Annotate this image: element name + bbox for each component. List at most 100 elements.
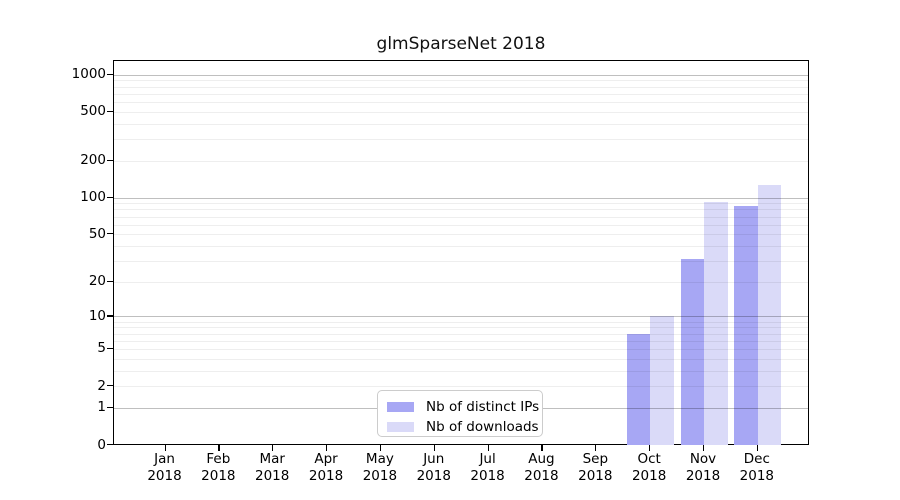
y-gridline-minor: [114, 224, 808, 226]
y-gridline-minor: [114, 370, 808, 372]
x-tick-mark: [326, 445, 328, 451]
y-tick-label: 0: [97, 436, 106, 453]
x-tick-mark: [595, 445, 597, 451]
y-gridline-minor: [114, 203, 808, 205]
bar-downloads: [757, 184, 782, 445]
y-tick-label: 2: [97, 377, 106, 394]
y-gridline-minor: [114, 281, 808, 283]
y-gridline-major: [114, 74, 808, 76]
x-tick-label-line: 2018: [308, 467, 344, 484]
y-tick-label: 1000: [71, 66, 106, 83]
x-tick-label-line: Dec: [743, 451, 770, 467]
x-tick-label-line: Jul: [479, 451, 496, 467]
x-tick-mark: [379, 445, 382, 451]
y-tick-label: 10: [88, 307, 106, 324]
x-tick-label-line: 2018: [255, 467, 290, 484]
x-tick-label: Jan 2018: [147, 451, 181, 484]
y-gridline-minor: [114, 348, 808, 350]
legend-label-downloads: Nb of downloads: [426, 419, 539, 435]
y-tick-label: 20: [88, 273, 106, 290]
y-tick-mark: [107, 315, 113, 317]
y-gridline-major: [114, 197, 808, 199]
x-tick-label-line: 2018: [524, 467, 559, 484]
y-gridline-minor: [114, 321, 808, 323]
y-gridline-minor: [114, 358, 808, 360]
plot-area: [113, 60, 809, 445]
y-tick-mark: [107, 110, 113, 112]
x-tick-label-line: 2018: [470, 467, 505, 484]
y-gridline-minor: [114, 102, 808, 104]
x-tick-label-line: Sep: [582, 451, 609, 467]
y-gridline-minor: [114, 86, 808, 88]
x-tick-label-line: Mar: [259, 451, 285, 467]
legend-label-distinct-ips: Nb of distinct IPs: [426, 399, 540, 415]
x-tick-label: Oct 2018: [632, 451, 666, 484]
x-tick-label-line: 2018: [201, 467, 236, 484]
x-tick-label-line: 2018: [416, 467, 451, 484]
y-tick-label: 50: [88, 225, 106, 242]
x-tick-label-line: 2018: [362, 467, 398, 484]
x-tick-label: Jun 2018: [417, 451, 451, 484]
y-gridline-minor: [114, 80, 808, 82]
x-tick-label-line: 2018: [739, 467, 775, 484]
x-tick-label-line: 2018: [147, 467, 182, 484]
y-gridline-minor: [114, 333, 808, 335]
x-tick-label-line: Apr: [314, 451, 338, 467]
x-tick-label: Feb 2018: [201, 451, 235, 484]
x-tick-label: Apr 2018: [309, 451, 343, 484]
y-gridline-minor: [114, 111, 808, 113]
y-tick-label: 500: [80, 103, 106, 120]
y-gridline-minor: [114, 260, 808, 262]
x-tick-label: Aug 2018: [524, 451, 558, 484]
x-tick-mark: [164, 445, 166, 451]
y-gridline-major: [114, 316, 808, 318]
x-tick-label: Sep 2018: [578, 451, 612, 484]
y-gridline-minor: [114, 340, 808, 342]
chart-title: glmSparseNet 2018: [376, 34, 546, 54]
y-tick-label: 200: [80, 152, 106, 169]
bar-downloads: [650, 316, 674, 445]
y-tick-mark: [107, 159, 113, 161]
legend-item-distinct-ips: Nb of distinct IPs: [387, 397, 542, 417]
legend-swatch-downloads: [387, 422, 414, 432]
y-gridline-minor: [114, 216, 808, 218]
y-gridline-minor: [114, 160, 808, 162]
y-tick-mark: [107, 73, 113, 75]
x-tick-mark: [487, 445, 489, 451]
bar-distinct-ips: [734, 205, 758, 445]
y-gridline-minor: [114, 245, 808, 247]
x-tick-label: Dec 2018: [740, 451, 774, 484]
y-tick-mark: [107, 406, 113, 409]
x-tick-label-line: May: [365, 451, 394, 467]
y-gridline-minor: [114, 123, 808, 125]
legend-item-downloads: Nb of downloads: [387, 417, 542, 437]
x-tick-mark: [218, 445, 220, 451]
y-gridline-minor: [114, 139, 808, 141]
x-tick-label-line: Oct: [637, 451, 661, 467]
bar-distinct-ips: [680, 259, 704, 445]
y-tick-mark: [107, 385, 113, 387]
x-tick-mark: [272, 445, 274, 451]
y-tick-mark: [107, 196, 113, 198]
y-tick-mark: [107, 233, 113, 235]
x-tick-label: May 2018: [363, 451, 397, 484]
y-gridline-minor: [114, 93, 808, 95]
y-tick-label: 5: [97, 340, 106, 357]
y-gridline-minor: [114, 209, 808, 211]
legend: Nb of distinct IPs Nb of downloads: [377, 390, 543, 437]
y-gridline-minor: [114, 327, 808, 329]
y-gridline-minor: [114, 386, 808, 388]
y-tick-mark: [107, 347, 113, 350]
x-tick-label: Mar 2018: [255, 451, 289, 484]
x-tick-label-line: Feb: [206, 451, 231, 467]
x-tick-label-line: Jan: [154, 451, 175, 467]
x-tick-label-line: 2018: [578, 467, 613, 484]
x-tick-mark: [649, 445, 651, 451]
x-tick-label-line: 2018: [685, 467, 721, 484]
x-tick-mark: [541, 445, 543, 451]
x-tick-label-line: Aug: [528, 451, 555, 467]
x-tick-mark: [703, 445, 705, 451]
legend-swatch-distinct-ips: [387, 402, 414, 412]
x-tick-label-line: Nov: [689, 451, 717, 467]
